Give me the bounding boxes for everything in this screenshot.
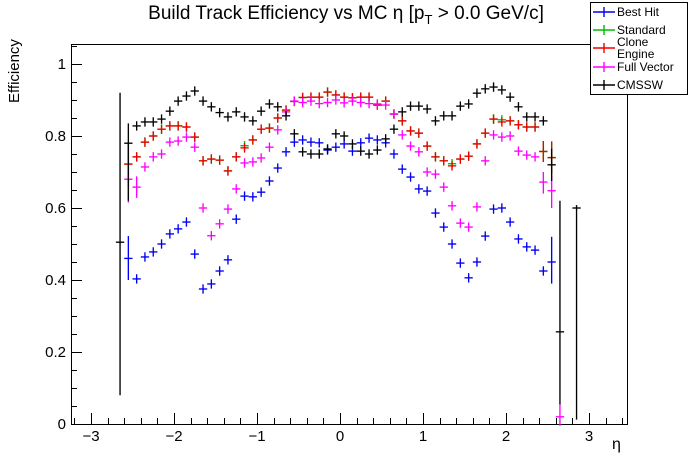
series-cmssw xyxy=(115,82,581,420)
series-best-hit xyxy=(124,133,556,294)
legend-item-clone-engine: Clone Engine xyxy=(591,35,687,62)
plot-title-subscript: T xyxy=(424,11,433,27)
plot-title-text: Build Track Efficiency vs MC η [p xyxy=(148,3,425,24)
x-tick-label: −3 xyxy=(82,428,99,445)
legend-marker-full-vector xyxy=(593,61,615,72)
legend-label-full-vector: Full Vector xyxy=(617,59,674,74)
y-tick-label: 0.6 xyxy=(45,200,66,217)
x-tick-label: 1 xyxy=(419,428,427,445)
x-tick-label: −2 xyxy=(165,428,182,445)
legend-label-best-hit: Best Hit xyxy=(617,5,660,20)
x-axis-title: η xyxy=(612,436,621,453)
legend-marker-standard xyxy=(593,25,615,36)
plot-title-suffix: > 0.0 GeV/c] xyxy=(432,3,544,24)
legend-item-cmssw: CMSSW xyxy=(591,76,687,94)
legend-marker-best-hit xyxy=(593,7,615,18)
x-tick-label: −1 xyxy=(248,428,265,445)
plot-title: Build Track Efficiency vs MC η [pT > 0.0… xyxy=(66,3,626,27)
y-tick-label: 0.4 xyxy=(45,272,66,289)
legend-item-best-hit: Best Hit xyxy=(591,3,687,21)
legend-label-cmssw: CMSSW xyxy=(617,77,663,92)
legend-item-full-vector: Full Vector xyxy=(591,58,687,76)
legend-marker-cmssw xyxy=(593,79,615,90)
legend-item-standard: Standard xyxy=(591,21,687,39)
legend-label-standard: Standard xyxy=(617,23,666,38)
legend-marker-clone-engine xyxy=(593,43,615,54)
x-tick-label: 3 xyxy=(585,428,593,445)
x-tick-label: 0 xyxy=(336,428,344,445)
legend-label-clone-engine: Clone Engine xyxy=(617,35,655,62)
y-tick-label: 0.2 xyxy=(45,344,66,361)
x-tick-label: 2 xyxy=(502,428,510,445)
y-tick-label: 1 xyxy=(58,56,66,73)
y-tick-label: 0 xyxy=(58,416,66,433)
axes xyxy=(71,44,628,425)
y-tick-label: 0.8 xyxy=(45,128,66,145)
tick-labels: −3 −2 −1 0 1 2 3 0 0.2 0.4 0.6 0.8 1 xyxy=(45,56,593,445)
legend-box: Best Hit Standard Clone Engine Full Vector C… xyxy=(590,2,688,95)
